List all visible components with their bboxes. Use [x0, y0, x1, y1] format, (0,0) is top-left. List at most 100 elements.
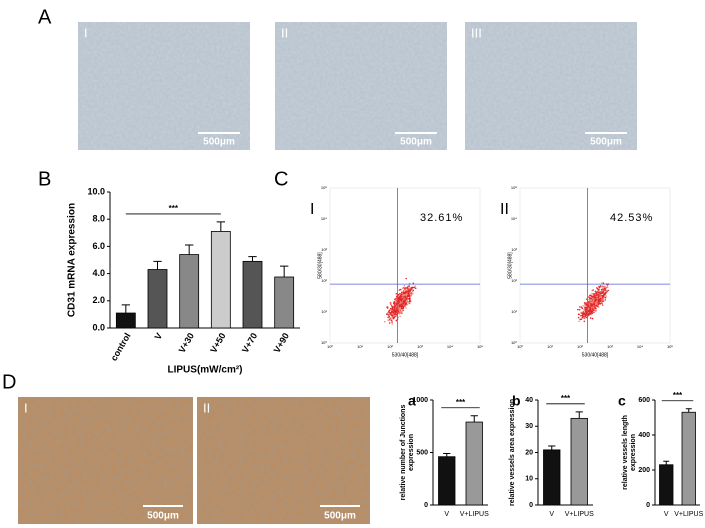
event-dot [595, 294, 597, 296]
event-dot [402, 287, 404, 290]
panel-label: C [274, 168, 288, 190]
y-tick-label: 10³ [321, 247, 327, 252]
x-tick-label: control [109, 331, 133, 362]
x-axis-label: LIPUS(mW/cm²) [168, 365, 243, 376]
event-dot [592, 309, 594, 311]
event-dot [386, 307, 389, 309]
x-tick-label: V+LIPUS [674, 511, 703, 518]
event-dot [601, 289, 603, 292]
event-dot [389, 309, 392, 311]
event-dot [596, 305, 599, 308]
event-dot [607, 289, 609, 292]
event-dot [592, 289, 594, 291]
event-dot [387, 319, 390, 321]
scale-label: 500μm [324, 511, 356, 522]
event-dot [414, 287, 417, 290]
significance-label: *** [561, 394, 571, 403]
y-tick-label: 10⁴ [321, 216, 327, 221]
event-dot [389, 302, 392, 305]
event-dot [404, 304, 406, 306]
event-dot [399, 288, 402, 291]
event-dot [395, 305, 398, 307]
event-dot [588, 306, 590, 308]
event-dot [584, 306, 586, 309]
event-dot [598, 301, 600, 303]
event-dot [398, 309, 401, 312]
axis-label: 580/30[488] [507, 252, 513, 279]
event-dot [590, 301, 593, 304]
y-tick-label: 500 [416, 449, 428, 456]
event-dot [588, 303, 591, 306]
event-dot [598, 286, 601, 289]
x-tick-label: 10⁵ [667, 344, 673, 349]
event-dot [598, 306, 600, 308]
event-dot [400, 303, 403, 306]
x-tick-label: V+70 [240, 331, 259, 354]
bar [438, 456, 456, 506]
event-dot [596, 295, 598, 298]
event-dot [413, 286, 416, 289]
plot-label: I [310, 201, 314, 218]
event-dot [398, 300, 400, 303]
error-bar [470, 415, 478, 423]
x-tick-label: V+30 [177, 331, 196, 354]
event-dot [585, 312, 588, 315]
event-dot [402, 306, 404, 308]
event-dot [589, 306, 592, 309]
micrograph-texture [465, 22, 637, 150]
event-dot [593, 302, 596, 304]
event-dot [602, 285, 604, 288]
event-dot [412, 289, 415, 292]
event-dot [596, 288, 599, 290]
event-dot [594, 307, 596, 310]
event-dot [606, 286, 609, 288]
event-dot [593, 307, 595, 309]
x-tick-label: 10³ [607, 344, 613, 349]
x-tick-label: V+50 [208, 331, 227, 354]
event-dot [587, 304, 590, 306]
error-bar [248, 256, 257, 262]
x-tick-label: 10⁰ [517, 344, 523, 349]
bar [570, 417, 588, 506]
event-dot [401, 310, 403, 313]
event-dot [595, 302, 597, 304]
event-dot [590, 299, 593, 302]
event-dot [601, 302, 603, 304]
event-dot [395, 293, 398, 295]
event-dot [400, 296, 402, 298]
x-tick-label: 10² [387, 344, 393, 349]
panel-label: D [2, 371, 16, 393]
error-bar [575, 411, 583, 419]
event-dot [593, 311, 595, 314]
micrograph-texture [197, 397, 370, 524]
event-dot [594, 296, 596, 299]
event-dot [400, 293, 403, 296]
event-dot [389, 311, 391, 314]
event-dot [394, 315, 396, 318]
event-dot [590, 295, 593, 297]
event-dot [584, 309, 587, 311]
y-tick-label: 10⁰ [321, 340, 327, 345]
event-dot [397, 299, 400, 302]
event-dot [404, 296, 407, 298]
event-dot [405, 287, 407, 289]
event-dot [393, 306, 396, 309]
event-dot [387, 316, 389, 319]
event-dot [414, 285, 416, 288]
event-dot [594, 290, 597, 293]
event-dot [410, 288, 413, 290]
event-dot [398, 305, 401, 308]
x-tick-label: V [444, 511, 449, 518]
event-dot [409, 296, 411, 298]
y-axis-label: relative vessels area expression [509, 399, 516, 506]
scale-label: 500μm [147, 511, 179, 522]
event-dot [405, 277, 408, 280]
event-dot [585, 314, 588, 317]
y-axis-label: expression [408, 434, 415, 471]
event-dot [584, 310, 587, 313]
event-dot [391, 312, 394, 315]
event-dot [602, 291, 605, 293]
event-dot [395, 308, 398, 310]
micrograph-texture [18, 397, 193, 524]
event-dot [602, 298, 604, 300]
